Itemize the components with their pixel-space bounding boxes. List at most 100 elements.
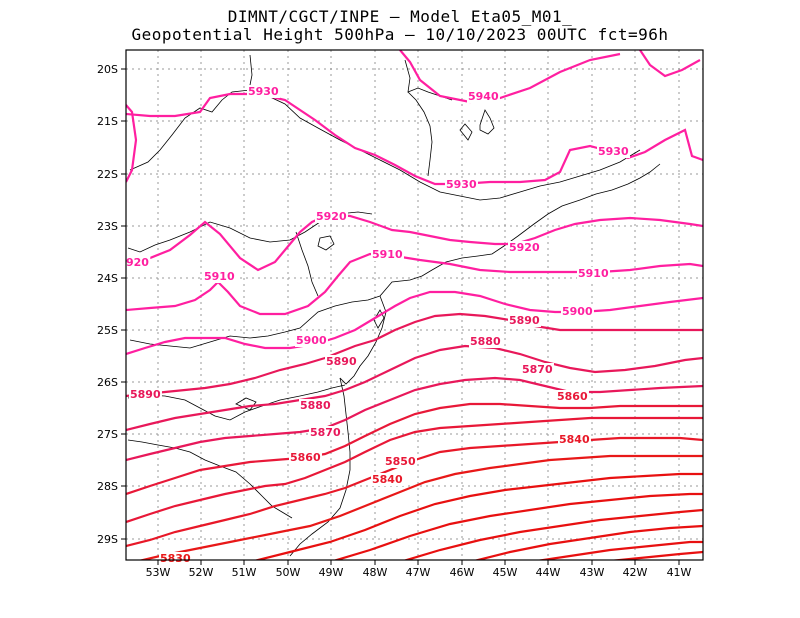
contour-label: 5910 bbox=[578, 267, 609, 280]
lon-label: 51W bbox=[232, 566, 257, 579]
contour-label-background bbox=[289, 451, 322, 464]
contour-label-background bbox=[295, 334, 328, 347]
contour-label-background bbox=[159, 552, 192, 565]
contour-5940 bbox=[399, 50, 621, 104]
chart-title-line2: Geopotential Height 500hPa – 10/10/2023 … bbox=[131, 25, 669, 44]
latitude-labels: 20S 21S 22S 23S 24S 25S 26S 27S 28S 29S bbox=[97, 63, 118, 546]
contour-5800 bbox=[402, 508, 703, 560]
contour-label: 920 bbox=[126, 256, 149, 269]
contour-5780 bbox=[535, 540, 703, 560]
contour-label-background bbox=[299, 399, 332, 412]
contour-label-background bbox=[445, 178, 478, 191]
contour-label-background bbox=[469, 335, 502, 348]
contour-5910 bbox=[126, 252, 703, 316]
contour-label: 5930 bbox=[248, 85, 279, 98]
contour-label-background bbox=[315, 210, 348, 223]
lon-label: 47W bbox=[406, 566, 431, 579]
contour-5790 bbox=[473, 524, 703, 560]
contour-labels: 5940 5930 5930 5930 5920 5920 920 5910 5… bbox=[125, 85, 630, 565]
contour-label-background bbox=[203, 270, 236, 283]
contour-label-background bbox=[247, 85, 280, 98]
contour-label-background bbox=[508, 241, 541, 254]
graticule-grid bbox=[126, 50, 703, 560]
lon-label: 44W bbox=[536, 566, 561, 579]
contour-label: 5850 bbox=[385, 455, 416, 468]
contour-label-background bbox=[508, 314, 541, 327]
contour-label-background bbox=[467, 90, 500, 103]
contour-5820 bbox=[253, 472, 703, 560]
contour-5810 bbox=[332, 492, 703, 560]
lat-label: 26S bbox=[97, 376, 118, 389]
contour-label: 5890 bbox=[326, 355, 357, 368]
contour-5940-west bbox=[126, 104, 138, 183]
contour-label-background bbox=[125, 256, 151, 269]
lon-label: 41W bbox=[667, 566, 692, 579]
lat-label: 23S bbox=[97, 220, 118, 233]
longitude-labels: 53W 52W 51W 50W 49W 48W 47W 46W 45W 44W … bbox=[146, 566, 692, 579]
contour-5930 bbox=[126, 92, 703, 186]
lon-label: 49W bbox=[319, 566, 344, 579]
contour-label: 5840 bbox=[372, 473, 403, 486]
chart-title-line1: DIMNT/CGCT/INPE – Model Eta05_M01_ bbox=[227, 7, 573, 26]
contour-label: 5930 bbox=[598, 145, 629, 158]
contour-label-background bbox=[521, 363, 554, 376]
contour-label-background bbox=[384, 455, 417, 468]
contour-label: 5920 bbox=[316, 210, 347, 223]
contour-label: 5910 bbox=[372, 248, 403, 261]
contour-label: 5900 bbox=[296, 334, 327, 347]
contour-label: 5880 bbox=[470, 335, 501, 348]
contour-label: 5890 bbox=[130, 388, 161, 401]
contour-5940-east bbox=[639, 50, 701, 78]
contour-label-background bbox=[309, 426, 342, 439]
contour-5920 bbox=[126, 212, 703, 272]
lat-label: 29S bbox=[97, 533, 118, 546]
lon-label: 50W bbox=[276, 566, 301, 579]
contour-5880 bbox=[126, 344, 703, 432]
contour-label: 5900 bbox=[562, 305, 593, 318]
lat-label: 20S bbox=[97, 63, 118, 76]
contour-label: 5860 bbox=[290, 451, 321, 464]
contour-label: 5870 bbox=[522, 363, 553, 376]
contour-label: 5870 bbox=[310, 426, 341, 439]
lon-label: 43W bbox=[580, 566, 605, 579]
height-contours bbox=[126, 50, 703, 560]
contour-label: 5840 bbox=[559, 433, 590, 446]
contour-label-background bbox=[597, 145, 630, 158]
lon-label: 46W bbox=[450, 566, 475, 579]
lon-label: 42W bbox=[623, 566, 648, 579]
lon-label: 45W bbox=[493, 566, 518, 579]
contour-label: 5860 bbox=[557, 390, 588, 403]
lat-label: 22S bbox=[97, 168, 118, 181]
contour-label-background bbox=[325, 355, 358, 368]
contour-5830 bbox=[138, 454, 703, 560]
lat-label: 25S bbox=[97, 324, 118, 337]
contour-label-background bbox=[577, 267, 610, 280]
contour-label: 5910 bbox=[204, 270, 235, 283]
contour-label: 5930 bbox=[446, 178, 477, 191]
contour-label-background bbox=[558, 433, 591, 446]
contour-5850 bbox=[126, 416, 703, 524]
contour-label: 5880 bbox=[300, 399, 331, 412]
contour-label-background bbox=[371, 248, 404, 261]
contour-label: 5940 bbox=[468, 90, 499, 103]
lat-label: 27S bbox=[97, 428, 118, 441]
contour-label-background bbox=[561, 305, 594, 318]
contour-5890 bbox=[126, 312, 703, 398]
contour-label-background bbox=[556, 390, 589, 403]
contour-label: 5830 bbox=[160, 552, 191, 565]
lon-label: 48W bbox=[363, 566, 388, 579]
contour-label-background bbox=[129, 388, 162, 401]
contour-label-background bbox=[371, 473, 404, 486]
lon-label: 52W bbox=[189, 566, 214, 579]
contour-5860 bbox=[126, 402, 703, 496]
lat-label: 21S bbox=[97, 115, 118, 128]
map-frame bbox=[125, 49, 704, 561]
lon-label: 53W bbox=[146, 566, 171, 579]
contour-5770 bbox=[608, 550, 703, 560]
tick-marks bbox=[121, 68, 680, 565]
contour-label: 5920 bbox=[509, 241, 540, 254]
contour-label: 5890 bbox=[509, 314, 540, 327]
contour-5840 bbox=[126, 436, 703, 548]
lat-label: 28S bbox=[97, 480, 118, 493]
